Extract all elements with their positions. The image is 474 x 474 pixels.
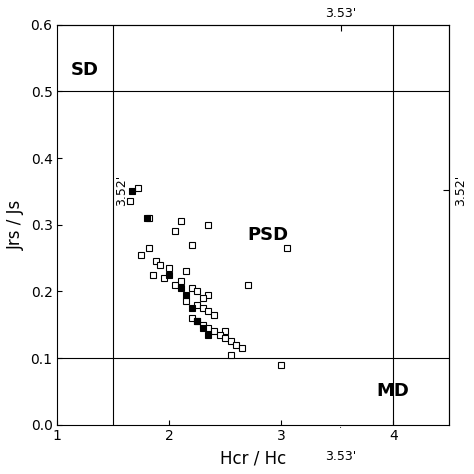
X-axis label: Hcr / Hc: Hcr / Hc: [220, 449, 286, 467]
Y-axis label: Jrs / Js: Jrs / Js: [7, 200, 25, 250]
Text: SD: SD: [71, 62, 99, 80]
Text: MD: MD: [376, 383, 410, 401]
Text: 3.53': 3.53': [325, 450, 356, 463]
Text: PSD: PSD: [248, 226, 289, 244]
Text: 3.52': 3.52': [116, 174, 128, 206]
